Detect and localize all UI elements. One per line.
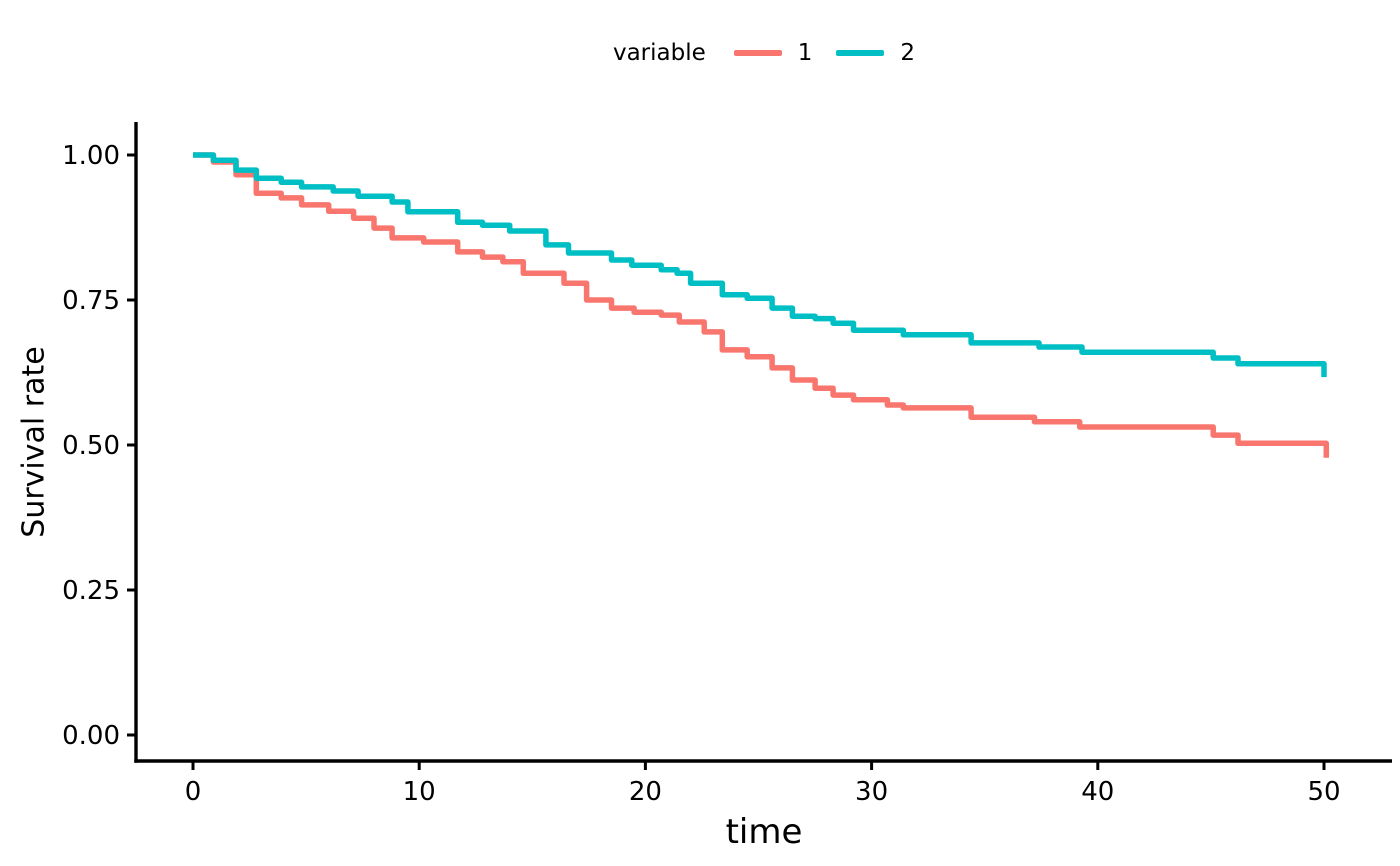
legend-swatch-series2-icon — [836, 50, 885, 56]
svg-text:40: 40 — [1081, 777, 1114, 807]
svg-text:1.00: 1.00 — [62, 141, 120, 171]
svg-text:0: 0 — [185, 777, 202, 807]
legend-swatch-series1-icon — [733, 50, 782, 56]
svg-text:0.25: 0.25 — [62, 576, 120, 606]
svg-text:10: 10 — [403, 777, 436, 807]
legend-label-series1: 1 — [797, 40, 813, 66]
x-axis-title: time — [725, 812, 803, 852]
legend-item-series2: 2 — [836, 40, 915, 66]
legend-item-series1: 1 — [733, 40, 813, 66]
svg-text:50: 50 — [1307, 777, 1340, 807]
chart-legend: variable 1 2 — [136, 40, 1392, 66]
svg-text:20: 20 — [629, 777, 662, 807]
svg-text:0.75: 0.75 — [62, 286, 120, 316]
svg-text:0.50: 0.50 — [62, 431, 120, 461]
svg-text:0.00: 0.00 — [62, 721, 120, 751]
svg-text:30: 30 — [855, 777, 888, 807]
legend-label-series2: 2 — [900, 40, 916, 66]
y-axis-title: Survival rate — [16, 346, 52, 538]
legend-title: variable — [612, 40, 706, 66]
